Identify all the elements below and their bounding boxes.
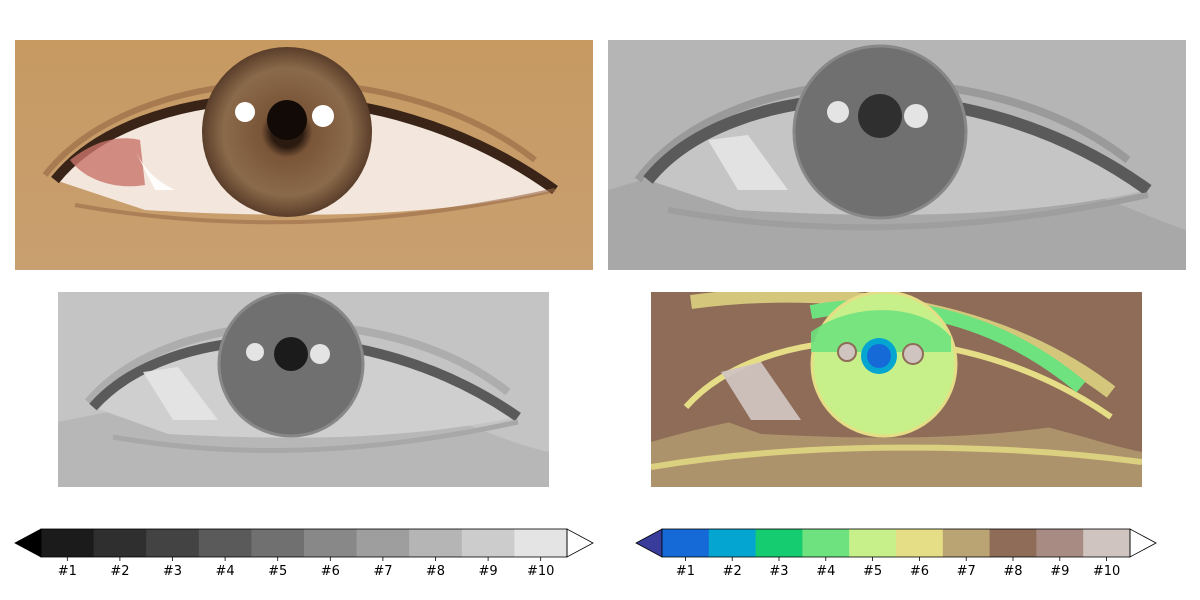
colorbar-gray-tick-label: #2 (110, 564, 129, 579)
colorbar-gray-swatch (409, 529, 463, 557)
colorbar-terrain-under-triangle (635, 528, 663, 558)
colorbar-gray-swatch (93, 529, 147, 557)
colorbar-terrain-tick-label: #3 (769, 564, 788, 579)
gray-quantized-eye-large (608, 40, 1186, 270)
colorbar-gray-under-triangle (14, 528, 42, 558)
colorbar-gray-swatch (146, 529, 200, 557)
colorbar-gray-tick-label: #1 (58, 564, 77, 579)
colorbar-gray-swatch (356, 529, 410, 557)
colorbar-terrain-swatch (896, 529, 944, 557)
colorbar-terrain-tick-label: #9 (1050, 564, 1069, 579)
colorbar-terrain-tick-label: #1 (676, 564, 695, 579)
colorbar-terrain-swatch (755, 529, 803, 557)
colorbar-gray-swatch (304, 529, 358, 557)
colormap-quantized-eye (651, 292, 1142, 487)
gray-quantized-eye-small (58, 292, 549, 487)
colorbar-gray-outline (40, 528, 568, 558)
colorbar-gray-swatch (514, 529, 568, 557)
colorbar-gray-swatch (461, 529, 515, 557)
colorbar-terrain-tick-label: #4 (816, 564, 835, 579)
colorbar-terrain-tick-label: #6 (910, 564, 929, 579)
colorbar-terrain: #1 #2 #3 #4 #5 #6 #7 #8 #9 #10 (635, 528, 1157, 588)
colorbar-gray-tick-label: #5 (268, 564, 287, 579)
colorbar-gray-tick-label: #10 (527, 564, 554, 579)
colorbar-gray-swatch (41, 529, 95, 557)
colorbar-terrain-over-triangle (1129, 528, 1157, 558)
colorbar-terrain-tick-label: #10 (1093, 564, 1120, 579)
colorbar-gray-tick-label: #9 (479, 564, 498, 579)
colorbar-gray-tick-label: #3 (163, 564, 182, 579)
colorbar-gray-tick-label: #6 (321, 564, 340, 579)
colorbar-gray-swatch (251, 529, 305, 557)
colorbar-terrain-swatch (708, 529, 757, 557)
original-eye-photo (15, 40, 593, 270)
colorbar-gray-tick-label: #8 (426, 564, 445, 579)
colorbar-gray: #1 #2 #3 #4 #5 #6 #7 #8 #9 #10 (14, 528, 594, 588)
colorbar-gray-svg: #1 #2 #3 #4 #5 #6 #7 #8 #9 #10 (14, 528, 594, 579)
colorbar-terrain-svg: #1 #2 #3 #4 #5 #6 #7 #8 #9 #10 (635, 528, 1157, 579)
colorbar-terrain-tick-label: #5 (863, 564, 882, 579)
colorbar-terrain-tick-label: #2 (723, 564, 742, 579)
colorbar-terrain-outline (661, 528, 1131, 558)
colorbar-terrain-tick-label: #8 (1003, 564, 1022, 579)
colorbar-terrain-swatch (1036, 529, 1084, 557)
colorbar-gray-swatch (198, 529, 252, 557)
colorbar-terrain-swatch (662, 529, 710, 557)
colorbar-gray-over-triangle (566, 528, 594, 558)
colorbar-terrain-tick-label: #7 (957, 564, 976, 579)
colorbar-gray-tick-label: #4 (216, 564, 235, 579)
colorbar-terrain-swatch (989, 529, 1037, 557)
colorbar-terrain-swatch (802, 529, 850, 557)
colorbar-terrain-swatch (942, 529, 991, 557)
colorbar-terrain-swatch (849, 529, 897, 557)
colorbar-terrain-swatch (1083, 529, 1131, 557)
colorbar-gray-tick-label: #7 (373, 564, 392, 579)
